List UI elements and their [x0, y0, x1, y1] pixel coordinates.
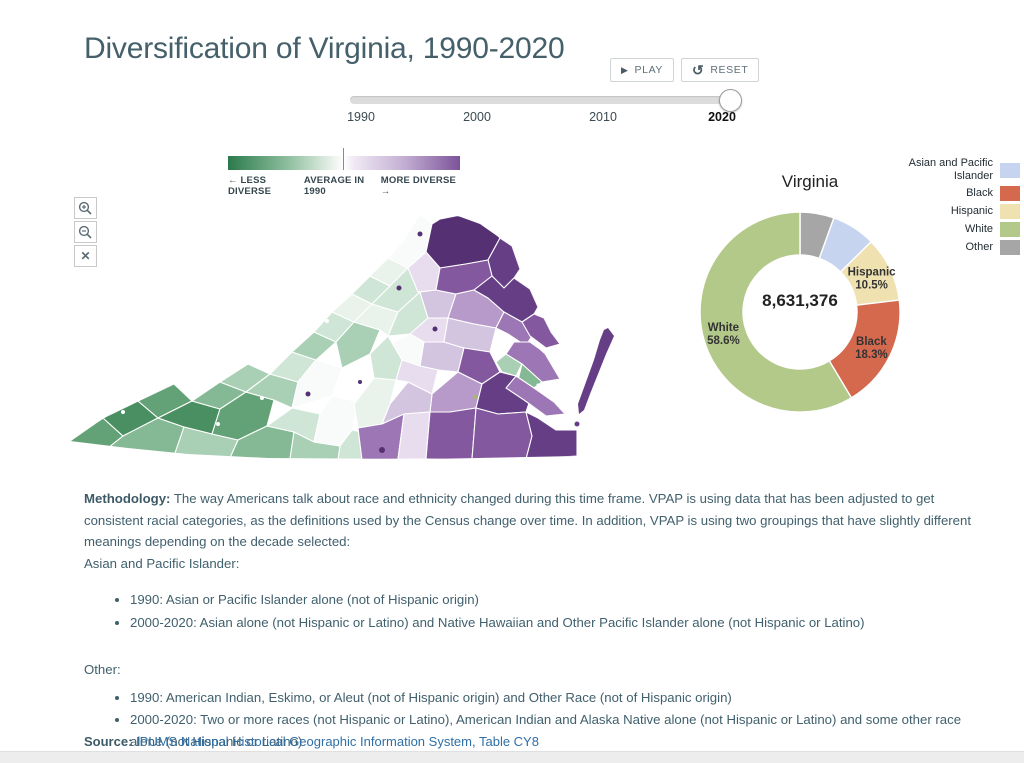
virginia-map-svg[interactable]: [68, 212, 618, 462]
zoom-in-button[interactable]: [74, 197, 97, 219]
donut-segment-label: White 58.6%: [707, 322, 740, 347]
legend-more-diverse-label: MORE DIVERSE →: [380, 175, 457, 197]
county-shape[interactable]: [505, 375, 566, 417]
city-dot[interactable]: [305, 391, 311, 397]
city-dot[interactable]: [216, 422, 220, 426]
county-shape[interactable]: [525, 411, 577, 459]
donut-segment-label: Hispanic 10.5%: [848, 267, 897, 292]
county-shape[interactable]: [397, 411, 431, 459]
play-button[interactable]: ▶ PLAY: [610, 58, 675, 82]
city-dot[interactable]: [472, 394, 478, 400]
play-icon: ▶: [621, 64, 629, 75]
legend-item: Asian and Pacific Islander: [884, 157, 1020, 183]
source-link[interactable]: IPUMS National Historical Geographic Inf…: [136, 734, 539, 749]
donut-chart[interactable]: Hispanic 10.5% Black 18.3% White 58.6% 8,631,3…: [694, 200, 906, 426]
zoom-in-icon: [78, 201, 93, 216]
legend-item-label: Hispanic: [950, 205, 993, 218]
list-item: 1990: Asian or Pacific Islander alone (n…: [130, 589, 977, 611]
year-slider-track[interactable]: [350, 96, 730, 104]
play-button-label: PLAY: [634, 64, 664, 76]
legend-item-label: Asian and Pacific Islander: [908, 157, 993, 183]
city-dot[interactable]: [432, 326, 438, 332]
legend-item-label: Black: [966, 187, 993, 200]
zoom-reset-button[interactable]: ✕: [74, 245, 97, 267]
legend-item: White: [884, 222, 1020, 238]
legend-average-label: AVERAGE IN 1990: [303, 175, 365, 197]
city-dot[interactable]: [379, 447, 385, 453]
methodology-paragraph: Methodology: The way Americans talk abou…: [84, 491, 972, 549]
legend-item: Other: [884, 240, 1020, 256]
slider-tick-label: 2020: [708, 110, 736, 124]
list-item: 2000-2020: Two or more races (not Hispan…: [130, 709, 977, 752]
donut-chart-title: Virginia: [781, 172, 839, 191]
zoom-out-icon: [78, 225, 93, 240]
zoom-reset-icon: ✕: [80, 249, 91, 263]
methodology-heading: Methodology:: [84, 491, 171, 506]
page-title: Diversification of Virginia, 1990-2020: [84, 32, 565, 66]
slider-tick-label: 1990: [347, 110, 375, 124]
legend-swatch: [1000, 240, 1020, 256]
county-shape[interactable]: [335, 321, 381, 369]
county-shape[interactable]: [425, 407, 477, 459]
legend-swatch: [1000, 204, 1020, 220]
city-dot[interactable]: [325, 319, 329, 323]
county-shape[interactable]: [495, 353, 523, 377]
donut-segment-label: Black 18.3%: [855, 336, 888, 361]
island-dot: [574, 421, 580, 427]
map-zoom-controls: ✕: [74, 197, 97, 267]
other-grouping-list: 1990: American Indian, Eskimo, or Aleut …: [84, 687, 977, 753]
county-shape[interactable]: [291, 359, 343, 409]
other-grouping-header: Other:: [84, 662, 121, 677]
footer-strip: [0, 751, 1024, 763]
eastern-shore-shape[interactable]: [578, 328, 614, 414]
diversity-gradient-bar: [228, 156, 460, 170]
county-shape[interactable]: [471, 407, 533, 459]
legend-item-label: Other: [965, 241, 993, 254]
legend-swatch: [1000, 222, 1020, 238]
playback-controls: ▶ PLAY ↺ RESET: [610, 58, 760, 82]
average-1990-tick: [343, 148, 344, 170]
year-slider-thumb[interactable]: [719, 89, 742, 112]
methodology-text: Methodology: The way Americans talk abou…: [84, 488, 977, 753]
donut-center-total: 8,631,376: [762, 291, 838, 310]
legend-swatch: [1000, 186, 1020, 202]
city-dot[interactable]: [358, 380, 362, 384]
slider-tick-label: 2010: [589, 110, 617, 124]
city-dot[interactable]: [121, 410, 125, 414]
zoom-out-button[interactable]: [74, 221, 97, 243]
city-dot[interactable]: [260, 396, 264, 400]
year-slider-ticks: 1990 2000 2010 2020: [347, 110, 736, 126]
source-label: Source:: [84, 734, 133, 749]
legend-item: Hispanic: [884, 204, 1020, 220]
source-line: Source: IPUMS National Historical Geogra…: [84, 734, 539, 749]
donut-segment-white[interactable]: [699, 211, 853, 413]
legend-item: Black: [884, 186, 1020, 202]
donut-legend: Asian and Pacific Islander Black Hispanic W…: [884, 157, 1020, 256]
reset-icon: ↺: [692, 62, 705, 78]
legend-less-diverse-label: ← LESS DIVERSE: [228, 175, 272, 197]
reset-button[interactable]: ↺ RESET: [681, 58, 760, 82]
virginia-choropleth-map[interactable]: [68, 212, 618, 462]
legend-item-label: White: [964, 223, 993, 236]
list-item: 1990: American Indian, Eskimo, or Aleut …: [130, 687, 977, 709]
city-dot[interactable]: [417, 231, 423, 237]
slider-tick-label: 2000: [463, 110, 491, 124]
list-item: 2000-2020: Asian alone (not Hispanic or …: [130, 612, 977, 634]
city-dot[interactable]: [396, 285, 402, 291]
asian-grouping-header: Asian and Pacific Islander:: [84, 555, 240, 571]
legend-swatch: [1000, 162, 1020, 178]
reset-button-label: RESET: [710, 64, 749, 76]
diversity-color-legend: ← LESS DIVERSE AVERAGE IN 1990 MORE DIVE…: [228, 148, 460, 197]
asian-grouping-list: 1990: Asian or Pacific Islander alone (n…: [84, 589, 977, 633]
